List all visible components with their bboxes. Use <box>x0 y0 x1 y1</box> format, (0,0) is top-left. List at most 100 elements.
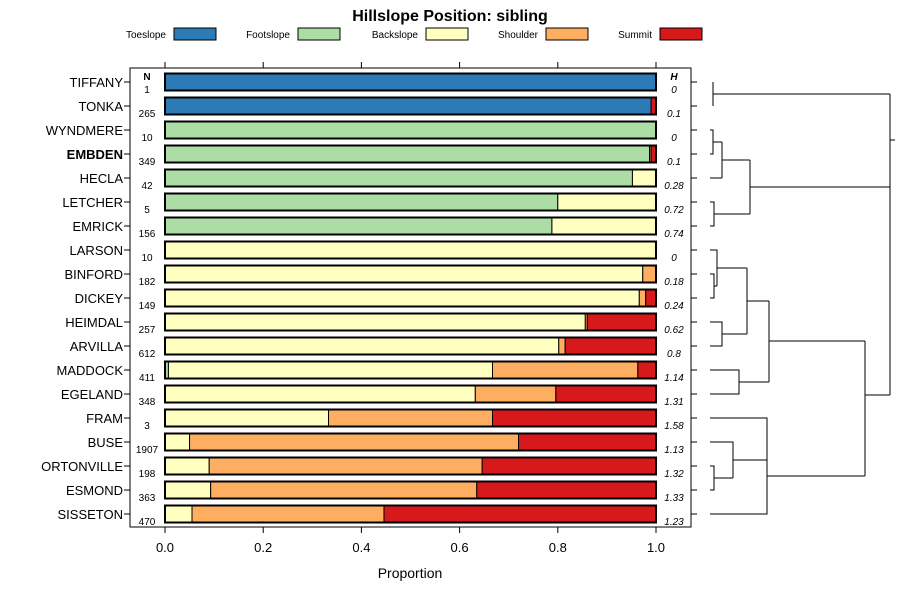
h-value: 1.13 <box>664 445 684 456</box>
legend-swatch <box>659 27 703 41</box>
n-value: 3 <box>144 421 150 432</box>
h-value: 0.18 <box>664 277 684 288</box>
x-axis: 0.0 0.2 0.4 0.6 0.8 1.0 <box>156 527 665 555</box>
bar-segment <box>555 385 657 403</box>
h-value: 0.28 <box>664 181 684 192</box>
row-label: BUSE <box>88 435 124 450</box>
legend-swatch <box>297 27 341 41</box>
n-value: 612 <box>139 349 156 360</box>
h-value: 0 <box>671 85 677 96</box>
x-tick-label: 0.8 <box>549 540 567 555</box>
x-tick-label: 0.6 <box>451 540 469 555</box>
bar-segment <box>164 505 193 523</box>
legend-label: Toeslope <box>126 30 166 41</box>
h-value: 0.24 <box>664 301 684 312</box>
row-label: ARVILLA <box>70 339 124 354</box>
bar-outline <box>164 192 657 212</box>
bar-outline <box>164 240 657 260</box>
bar-outline <box>164 288 657 308</box>
bar-outline <box>164 504 657 524</box>
n-value: 182 <box>139 277 156 288</box>
n-value: 348 <box>139 397 156 408</box>
legend-swatch <box>173 27 217 41</box>
bar-segment <box>164 97 652 115</box>
bar-outline <box>164 432 657 452</box>
x-axis-title: Proportion <box>378 565 443 581</box>
bar-segment <box>474 385 557 403</box>
legend-label: Footslope <box>246 30 290 41</box>
bar-segment <box>189 433 520 451</box>
bar-segment <box>164 457 210 475</box>
bar-segment <box>476 481 657 499</box>
bar-outline <box>164 336 657 356</box>
n-value: 198 <box>139 469 156 480</box>
row-label: TIFFANY <box>70 75 124 90</box>
bar-segment <box>558 337 566 355</box>
row-label: EGELAND <box>61 387 123 402</box>
x-tick-label: 0.4 <box>352 540 370 555</box>
dendrogram <box>710 82 895 515</box>
row-label: LARSON <box>70 243 123 258</box>
dendro-branch <box>889 94 895 187</box>
bar-segment <box>631 169 657 187</box>
bar-segment <box>557 193 657 211</box>
row-label: SISSETON <box>57 507 123 522</box>
h-value: 0.8 <box>667 349 681 360</box>
bar-outline <box>164 96 657 116</box>
bar-outline <box>164 480 657 500</box>
bar-segment <box>551 217 657 235</box>
bar-segment <box>164 337 560 355</box>
bar-segment <box>164 241 657 259</box>
n-value: 1907 <box>136 445 159 456</box>
x-tick-label: 0.2 <box>254 540 272 555</box>
row-label: ESMOND <box>66 483 123 498</box>
bar-outline <box>164 72 657 92</box>
n-value: 10 <box>141 253 153 264</box>
legend-swatch <box>545 27 589 41</box>
row-label: LETCHER <box>62 195 123 210</box>
bar-segment <box>164 169 633 187</box>
h-value: 1.23 <box>664 517 684 528</box>
bar-segment <box>164 481 212 499</box>
dendro-branch <box>768 301 865 382</box>
row-label: MADDOCK <box>57 363 124 378</box>
h-value: 0.62 <box>664 325 684 336</box>
bar-segment <box>164 145 651 163</box>
row-label: HEIMDAL <box>65 315 123 330</box>
n-column: N 1 265 10 349 42 5 156 10 182 149 257 612 411 348 3 19… <box>136 72 159 528</box>
dendro-branch <box>864 140 891 476</box>
h-value: 1.33 <box>664 493 684 504</box>
h-value: 0.1 <box>667 157 681 168</box>
bar-segment <box>491 361 639 379</box>
dendro-branch <box>746 268 769 334</box>
bar-outline <box>164 408 657 428</box>
row-label: BINFORD <box>65 267 124 282</box>
bar-outline <box>164 144 657 164</box>
bar-segment <box>518 433 657 451</box>
bar-segment <box>210 481 478 499</box>
row-label: EMRICK <box>72 219 123 234</box>
h-value: 1.14 <box>664 373 684 384</box>
bar-segment <box>637 361 657 379</box>
bar-outline <box>164 312 657 332</box>
x-tick-label: 0.0 <box>156 540 174 555</box>
row-label: HECLA <box>80 171 124 186</box>
dendro-branch <box>710 201 750 227</box>
h-value: 0.72 <box>664 205 684 216</box>
x-tick-label: 1.0 <box>647 540 665 555</box>
n-value: 42 <box>141 181 153 192</box>
bar-outline <box>164 120 657 140</box>
bar-segment <box>383 505 657 523</box>
dendro-branch <box>712 82 890 106</box>
bar-segment <box>328 409 493 427</box>
bars <box>164 72 657 524</box>
h-value: 1.32 <box>664 469 684 480</box>
bar-outline <box>164 216 657 236</box>
row-label: FRAM <box>86 411 123 426</box>
legend-label: Shoulder <box>498 30 539 41</box>
row-label: TONKA <box>78 99 123 114</box>
h-header: H <box>670 72 678 83</box>
n-value: 265 <box>139 109 156 120</box>
bar-segment <box>645 289 657 307</box>
